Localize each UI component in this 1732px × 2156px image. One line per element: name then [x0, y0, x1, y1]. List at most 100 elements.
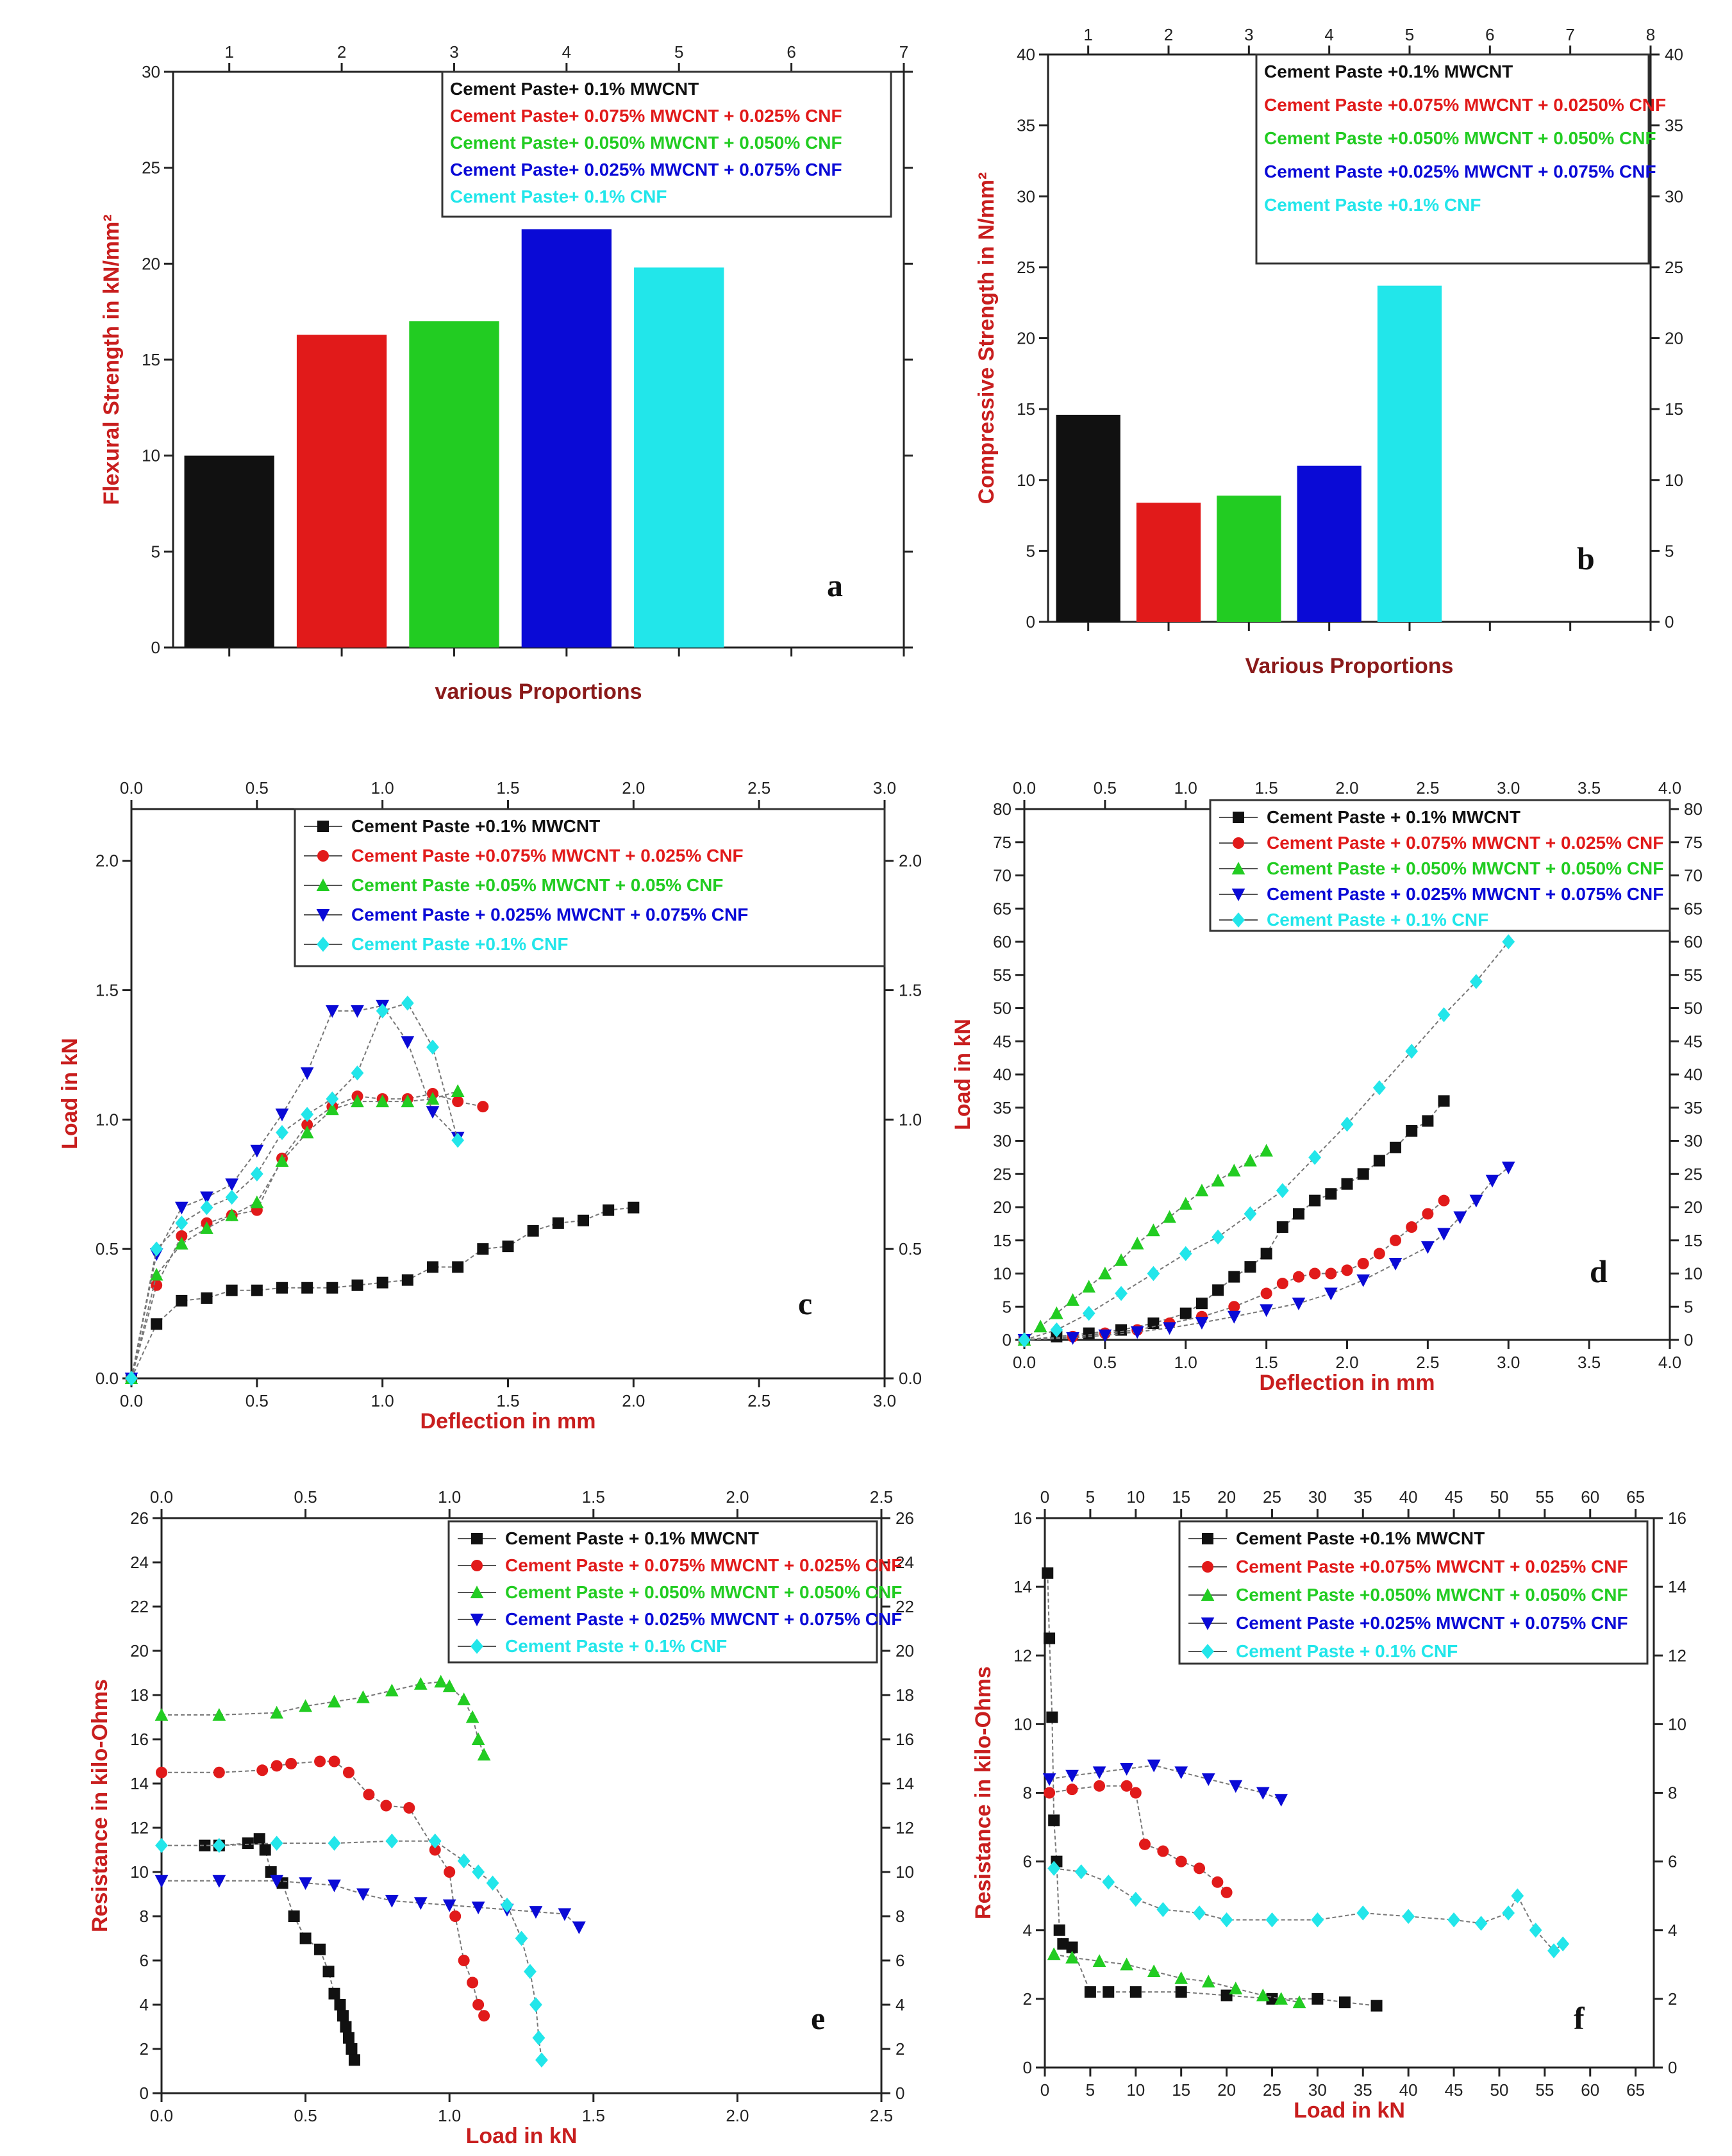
y-tick-label-right: 60 — [1684, 932, 1703, 951]
data-point — [1130, 1326, 1144, 1339]
series-1 — [1042, 1567, 1383, 2012]
legend: Cement Paste +0.1% MWCNT Cement Paste +0.… — [1255, 53, 1666, 265]
data-point — [200, 1199, 213, 1216]
y-tick-label: 30 — [1017, 187, 1035, 206]
data-point — [176, 1294, 188, 1307]
y-tick-label: 14 — [1013, 1577, 1032, 1596]
y-axis-label: Load in kN — [58, 1038, 82, 1149]
data-point — [524, 1964, 537, 1979]
data-point — [328, 1755, 340, 1767]
x-tick-label: 1.0 — [1174, 1353, 1197, 1372]
data-point — [1115, 1285, 1128, 1301]
y-tick-label-right: 5 — [1684, 1297, 1693, 1316]
data-point — [1103, 1986, 1115, 1998]
series-4 — [1042, 1759, 1288, 1807]
data-point — [1341, 1264, 1353, 1276]
y-axis-label: Resistance in kilo-Ohms — [971, 1666, 995, 1919]
x-tick-label-top: 15 — [1172, 1487, 1190, 1507]
y-tick-label-right: 0 — [1684, 1330, 1693, 1350]
data-point — [1341, 1178, 1353, 1190]
y-tick-label-right: 1.0 — [899, 1110, 922, 1129]
legend-marker — [470, 1639, 483, 1654]
data-point — [288, 1910, 300, 1922]
y-tick-label: 0 — [1026, 612, 1035, 631]
x-tick-label: 2.0 — [622, 1391, 645, 1410]
data-point — [1130, 1237, 1144, 1249]
legend-entry: Cement Paste + 0.1% CNF — [1267, 910, 1488, 930]
data-point — [125, 1371, 138, 1386]
data-point — [515, 1930, 528, 1946]
data-point — [151, 1318, 163, 1330]
data-point — [1402, 1909, 1415, 1925]
top-tick-label: 3 — [1244, 25, 1253, 44]
y-tick-label: 30 — [142, 62, 160, 81]
legend-marker — [1231, 862, 1245, 874]
data-point — [1422, 1115, 1434, 1127]
data-point — [322, 1966, 335, 1978]
legend-entry: Cement Paste +0.1% CNF — [351, 934, 568, 954]
panel-letter: c — [798, 1285, 812, 1321]
legend-box — [294, 808, 886, 967]
y-axis-label: Compressive Strength in N/mm² — [974, 172, 999, 505]
data-point — [376, 1276, 388, 1289]
legend-entry: Cement Paste +0.025% MWCNT + 0.075% CNF — [1264, 162, 1656, 181]
legend-marker — [471, 1560, 483, 1571]
data-point — [427, 1261, 438, 1273]
data-point — [199, 1839, 211, 1851]
x-tick-label-top: 1.0 — [1174, 778, 1197, 798]
legend-marker — [1201, 1644, 1214, 1659]
y-tick-label: 8 — [140, 1907, 149, 1926]
data-point — [1147, 1964, 1161, 1978]
data-point — [1390, 1234, 1402, 1246]
data-point — [337, 2010, 349, 2022]
y-tick-label-right: 45 — [1684, 1032, 1703, 1051]
series-line — [1049, 1764, 1282, 1801]
data-point — [572, 1921, 586, 1935]
y-tick-label-right: 24 — [895, 1553, 914, 1572]
y-tick-label-right: 0.5 — [899, 1239, 922, 1258]
y-tick-label-right: 8 — [1668, 1784, 1677, 1803]
y-tick-label: 55 — [993, 965, 1012, 985]
panel-letter: a — [827, 567, 843, 603]
data-point — [451, 1132, 465, 1148]
data-point — [325, 1102, 339, 1116]
data-point — [225, 1208, 239, 1221]
y-tick-label: 2 — [140, 2039, 149, 2059]
legend-marker — [1202, 1533, 1213, 1544]
x-tick-label: 2.5 — [1416, 1353, 1439, 1372]
data-point — [149, 1267, 163, 1281]
data-point — [1179, 1246, 1192, 1262]
data-point — [1437, 1228, 1451, 1241]
data-point — [1042, 1773, 1056, 1786]
y-tick-label: 0.5 — [96, 1239, 119, 1258]
x-tick-label: 0.5 — [246, 1391, 269, 1410]
data-point — [1556, 1936, 1570, 1951]
x-tick-label-top: 25 — [1263, 1487, 1281, 1507]
data-point — [251, 1284, 263, 1296]
data-point — [1195, 1183, 1209, 1197]
data-point — [1201, 1975, 1215, 1988]
y-tick-label: 5 — [1026, 541, 1035, 560]
data-point — [403, 1801, 415, 1814]
y-tick-label: 0 — [151, 638, 160, 657]
y-tick-label-right: 4 — [895, 1995, 904, 2014]
legend-marker — [317, 937, 329, 952]
y-tick-label: 2.0 — [96, 851, 119, 871]
data-point — [429, 1844, 441, 1856]
bar-5 — [1377, 285, 1442, 622]
data-point — [1469, 1194, 1483, 1208]
x-tick-label: 2.0 — [726, 2106, 749, 2125]
y-tick-label-right: 35 — [1684, 1098, 1703, 1117]
data-point — [449, 1910, 462, 1922]
data-point — [1092, 1954, 1106, 1967]
data-point — [201, 1292, 213, 1304]
x-tick-label-top: 1.5 — [1255, 778, 1278, 798]
y-tick-label-right: 30 — [1665, 187, 1683, 206]
data-point — [1308, 1149, 1322, 1166]
y-tick-label-right: 16 — [1668, 1508, 1686, 1528]
top-tick-label: 5 — [1405, 25, 1414, 44]
y-tick-label: 15 — [142, 350, 160, 369]
y-tick-label-right: 20 — [1684, 1198, 1703, 1217]
